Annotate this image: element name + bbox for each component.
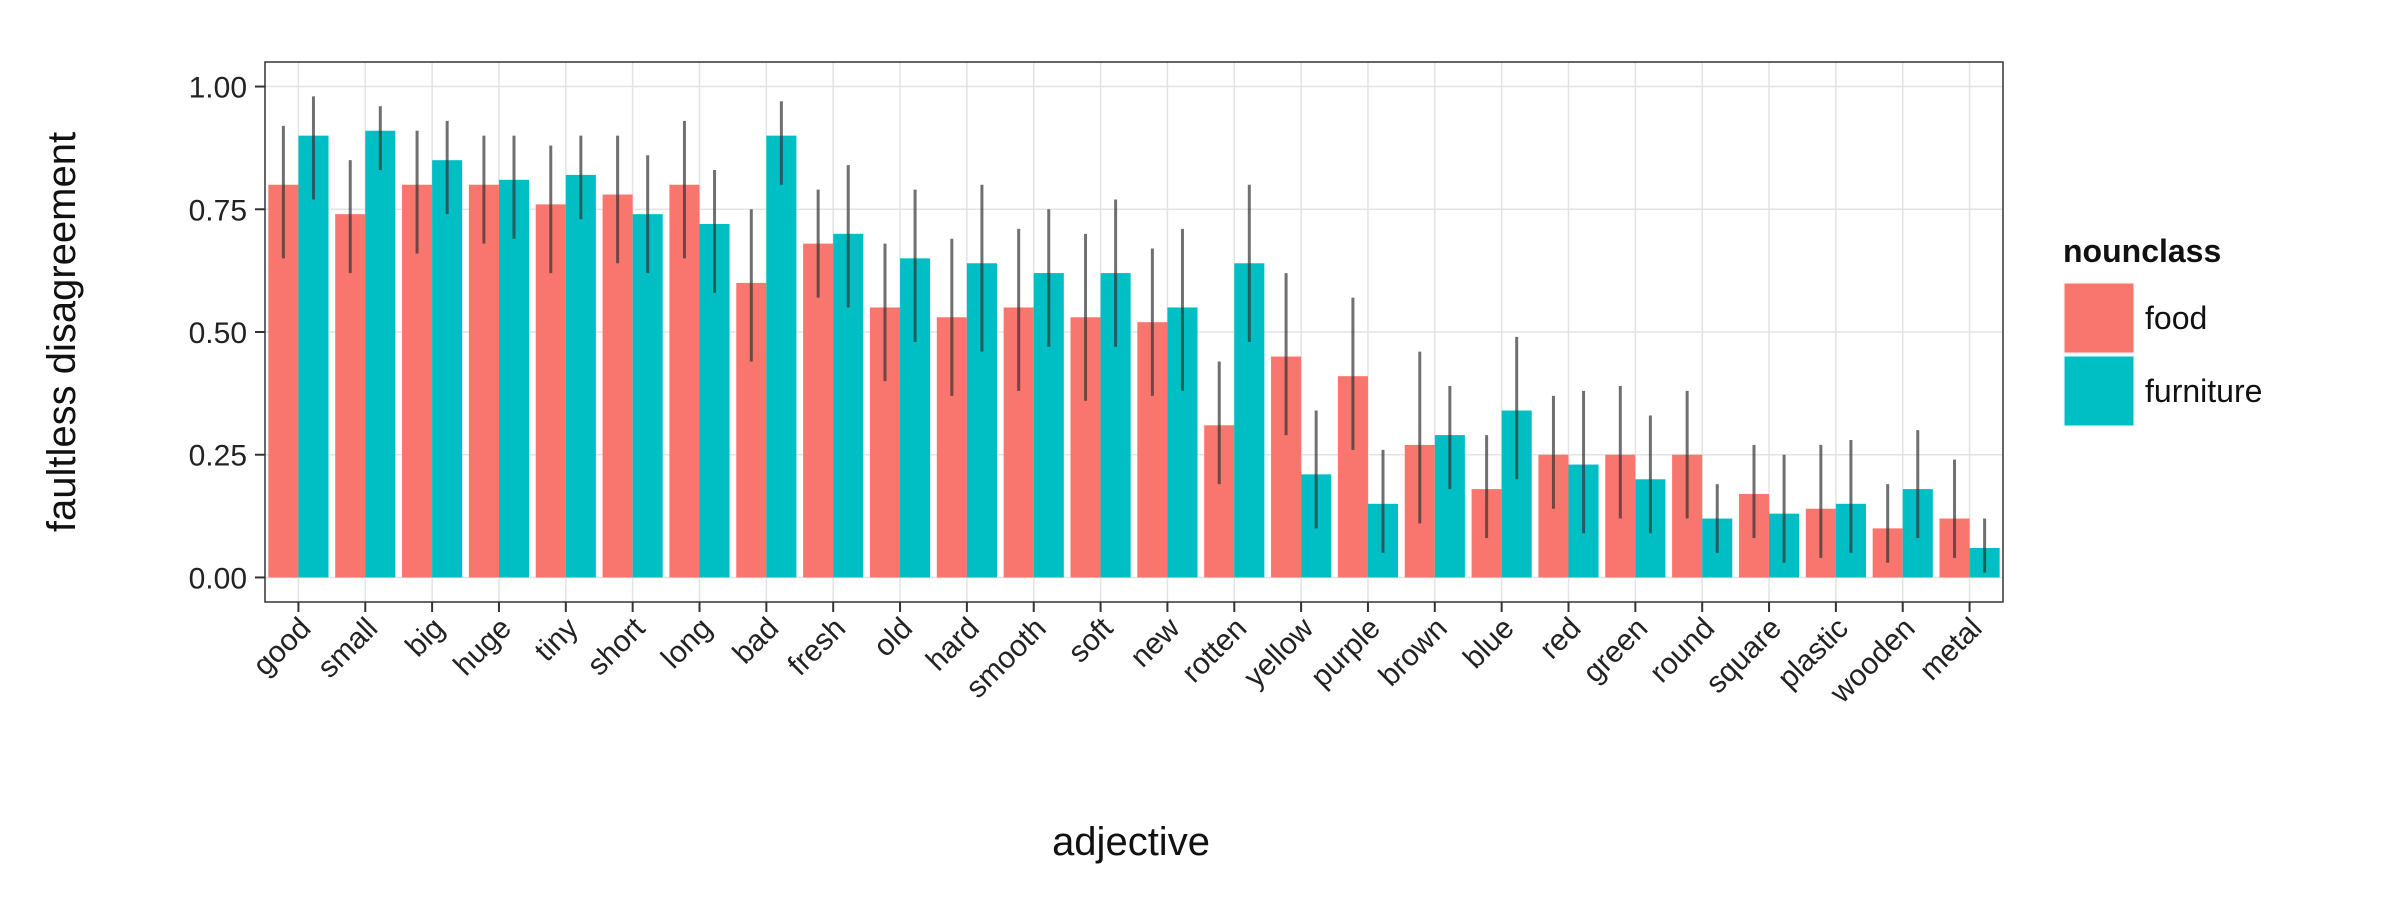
x-tick-label: short [581, 611, 652, 682]
furniture-bar [365, 130, 396, 578]
x-tick-label: big [399, 612, 451, 664]
y-tick-label: 0.75 [189, 194, 247, 227]
food-bar [803, 243, 834, 578]
x-tick-label: brown [1373, 612, 1454, 693]
furniture-bar [632, 214, 663, 578]
furniture-bar [498, 179, 530, 578]
legend-swatch [2063, 282, 2135, 354]
y-axis: 0.00 0.25 0.50 0.75 1.00 [189, 72, 265, 595]
x-tick-label: long [655, 612, 718, 675]
y-axis-title: faultless disagreement [40, 132, 84, 532]
x-tick-label: blue [1457, 612, 1520, 675]
errorbars-layer [281, 96, 1987, 573]
x-tick-label: red [1533, 612, 1587, 666]
x-tick-label: bad [727, 612, 786, 671]
x-tick-label: small [311, 612, 384, 685]
x-tick-label: fresh [782, 612, 853, 683]
furniture-bar [432, 160, 463, 578]
x-tick-label: old [867, 612, 919, 664]
x-tick-label: yellow [1238, 611, 1321, 694]
y-tick-label: 0.50 [189, 317, 247, 350]
furniture-bar [766, 135, 797, 578]
legend-title: nounclass [2063, 233, 2221, 269]
y-tick-label: 0.00 [189, 562, 247, 595]
food-bar [468, 184, 499, 578]
x-tick-label: tiny [528, 612, 584, 668]
x-tick-label: square [1700, 612, 1788, 700]
furniture-bar [298, 135, 329, 578]
x-tick-label: metal [1913, 612, 1988, 687]
y-tick-label: 1.00 [189, 72, 247, 105]
food-bar [335, 214, 366, 578]
legend-swatch [2063, 355, 2135, 427]
y-tick-label: 0.25 [189, 440, 247, 473]
furniture-bar [565, 174, 596, 578]
bars-layer [268, 130, 2000, 578]
x-tick-label: soft [1062, 611, 1120, 669]
x-axis-title: adjective [1052, 820, 1210, 864]
legend: nounclass food furniture [2063, 233, 2262, 427]
x-tick-label: green [1577, 612, 1655, 690]
x-tick-label: purple [1305, 612, 1387, 694]
x-tick-label: rotten [1176, 612, 1254, 690]
legend-label: food [2145, 300, 2207, 336]
x-tick-label: huge [447, 612, 518, 683]
x-tick-label: good [247, 612, 318, 683]
legend-label: furniture [2145, 373, 2262, 409]
